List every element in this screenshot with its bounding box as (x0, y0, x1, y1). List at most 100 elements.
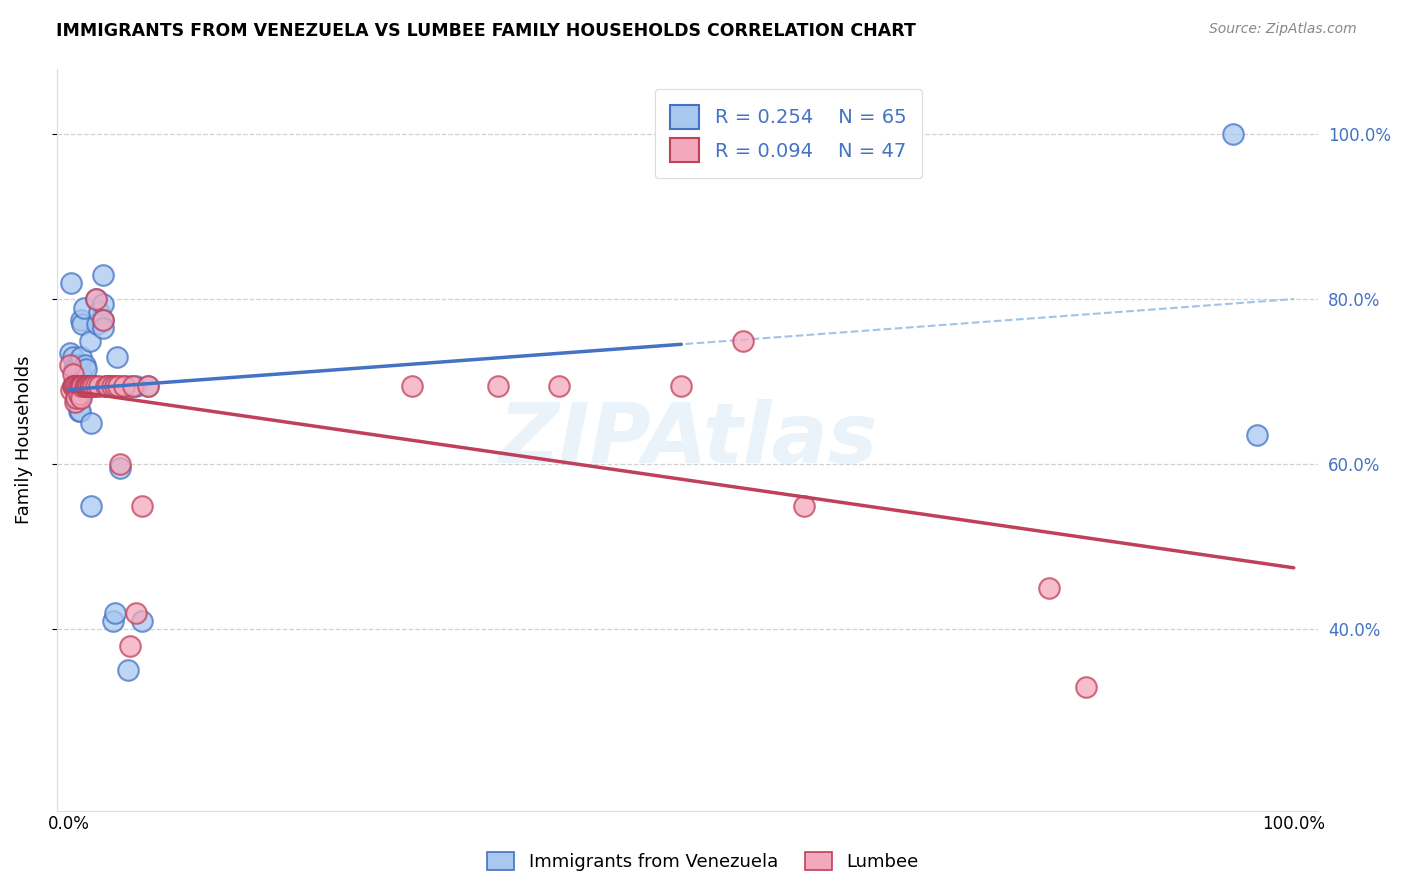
Point (77, 379, 100, 393)
Y-axis label: Family Households: Family Households (15, 355, 32, 524)
Point (67, 387, 90, 401)
Point (59, 346, 82, 360)
Point (1222, 128, 1244, 142)
Point (79, 334, 101, 348)
Point (547, 379, 569, 393)
Point (110, 458, 132, 472)
Point (62, 379, 84, 393)
Point (76, 379, 98, 393)
Text: 100.0%: 100.0% (1263, 814, 1326, 833)
Point (67, 392, 90, 406)
Point (671, 379, 693, 393)
Point (1246, 428, 1268, 442)
Point (117, 664, 139, 678)
Point (82, 379, 104, 393)
Point (82, 379, 104, 393)
Point (731, 334, 754, 348)
Point (72, 370, 94, 384)
Point (793, 499, 815, 513)
Point (75, 362, 97, 376)
Point (62, 379, 84, 393)
Point (67, 359, 90, 373)
Point (91, 313, 114, 327)
Point (66, 379, 89, 393)
Point (104, 379, 127, 393)
Point (107, 379, 129, 393)
Point (131, 499, 153, 513)
Point (66, 379, 89, 393)
Point (67, 379, 90, 393)
Point (62, 362, 84, 376)
Point (63, 379, 86, 393)
Point (91, 321, 114, 335)
Point (89, 304, 111, 318)
Point (67, 403, 90, 417)
Point (104, 606, 127, 620)
Point (80, 416, 103, 430)
Point (70, 379, 93, 393)
Text: Source: ZipAtlas.com: Source: ZipAtlas.com (1209, 22, 1357, 37)
Point (63, 362, 86, 376)
Point (105, 350, 128, 364)
Point (97, 379, 120, 393)
Point (70, 392, 93, 406)
Legend: Immigrants from Venezuela, Lumbee: Immigrants from Venezuela, Lumbee (479, 845, 927, 879)
Point (97, 379, 120, 393)
Point (79, 379, 101, 393)
Text: IMMIGRANTS FROM VENEZUELA VS LUMBEE FAMILY HOUSEHOLDS CORRELATION CHART: IMMIGRANTS FROM VENEZUELA VS LUMBEE FAMI… (56, 22, 917, 40)
Point (67, 379, 90, 393)
Point (73, 379, 96, 393)
Point (65, 392, 87, 406)
Point (120, 639, 142, 653)
Point (67, 370, 90, 384)
Point (100, 379, 122, 393)
Point (60, 383, 83, 397)
Text: ZIPAtlas: ZIPAtlas (498, 399, 877, 480)
Point (63, 359, 86, 373)
Point (138, 379, 160, 393)
Point (69, 392, 91, 406)
Legend: R = 0.254    N = 65, R = 0.094    N = 47: R = 0.254 N = 65, R = 0.094 N = 47 (655, 89, 922, 178)
Point (65, 367, 87, 381)
Point (66, 362, 89, 376)
Point (125, 379, 148, 393)
Point (121, 379, 143, 393)
Point (91, 268, 114, 282)
Point (125, 606, 148, 620)
Point (73, 359, 96, 373)
Point (72, 379, 94, 393)
Point (89, 379, 111, 393)
Text: 0.0%: 0.0% (48, 814, 90, 833)
Point (91, 296, 114, 310)
Point (80, 499, 103, 513)
Point (75, 379, 97, 393)
Point (63, 379, 86, 393)
Point (86, 317, 108, 331)
Point (69, 362, 91, 376)
Point (62, 379, 84, 393)
Point (65, 379, 87, 393)
Point (62, 350, 84, 364)
Point (84, 379, 107, 393)
Point (1038, 581, 1060, 595)
Point (84, 293, 107, 307)
Point (66, 387, 89, 401)
Point (80, 379, 103, 393)
Point (100, 379, 122, 393)
Point (94, 379, 117, 393)
Point (1074, 680, 1097, 694)
Point (107, 379, 129, 393)
Point (62, 367, 84, 381)
Point (120, 379, 142, 393)
Point (110, 461, 132, 475)
Point (84, 293, 107, 307)
Point (138, 379, 160, 393)
Point (72, 379, 94, 393)
Point (72, 317, 94, 331)
Point (63, 395, 86, 409)
Point (401, 379, 423, 393)
Point (486, 379, 509, 393)
Point (62, 379, 84, 393)
Point (70, 313, 93, 327)
Point (69, 379, 91, 393)
